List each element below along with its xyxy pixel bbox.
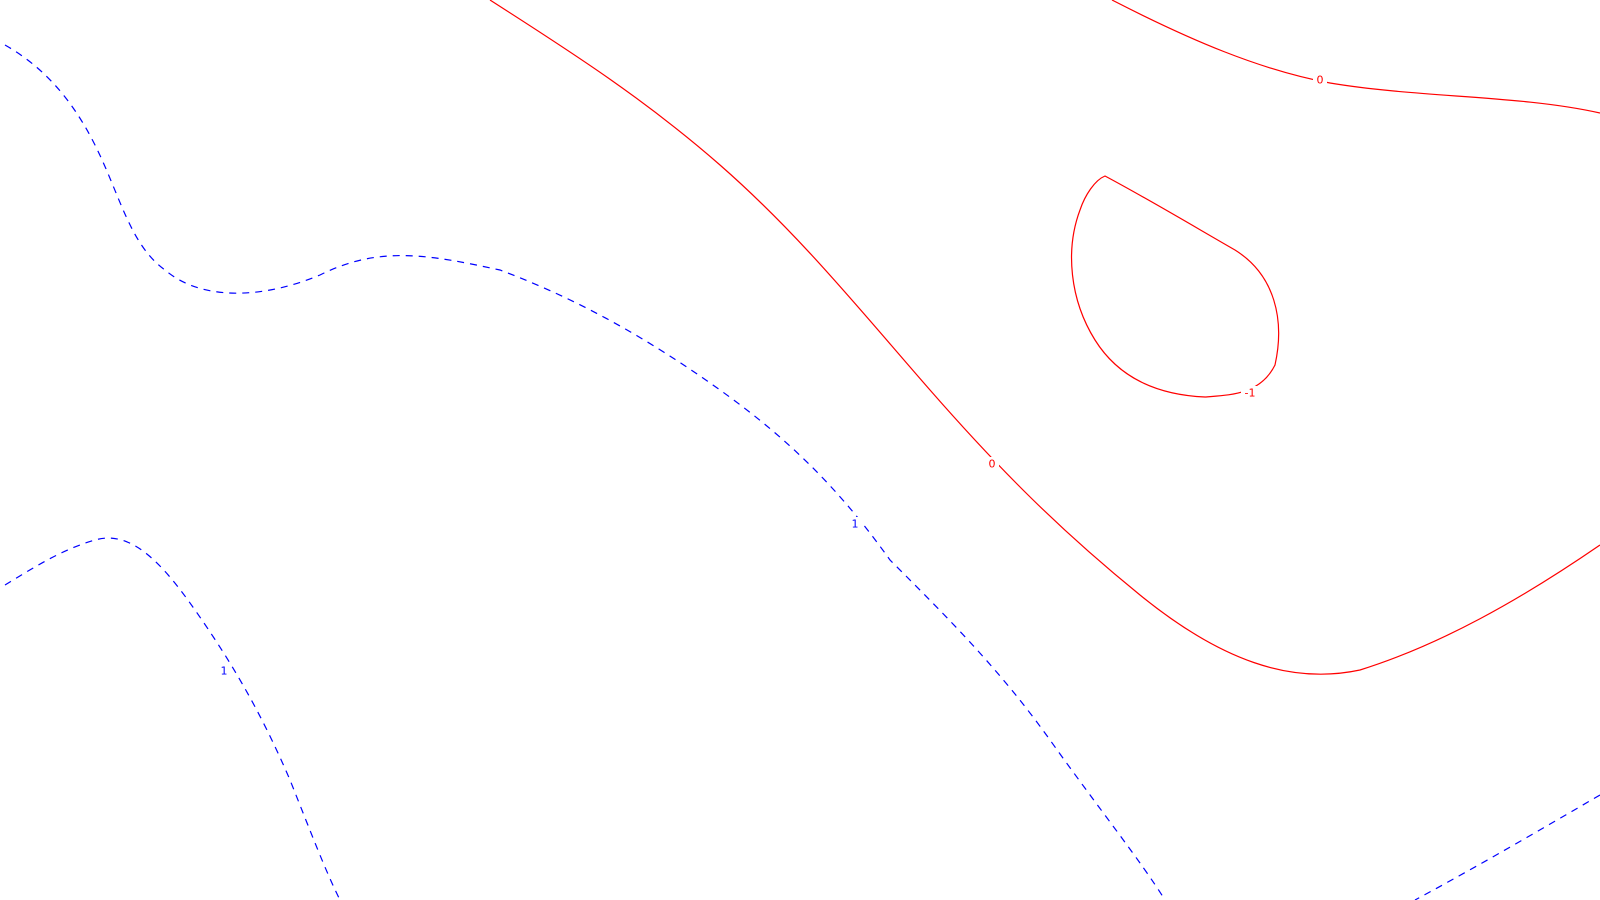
contour-label-red-loop: -1 <box>1245 387 1256 400</box>
contour-line-red-main <box>489 0 1600 675</box>
label-bg-red-main <box>985 457 999 471</box>
label-bg-blue-upper <box>848 517 862 531</box>
contour-label-blue-lower: 1 <box>221 665 228 678</box>
contour-line-red-loop <box>1071 175 1280 398</box>
contour-label-red-top: 0 <box>1317 74 1324 87</box>
contour-line-blue-corner <box>1414 794 1600 900</box>
label-bg-blue-lower <box>217 664 231 678</box>
contour-line-blue-upper <box>4 44 1166 900</box>
label-bg-red-loop <box>1241 386 1259 400</box>
contour-label-red-main: 0 <box>989 458 996 471</box>
contour-line-blue-lower <box>4 537 341 900</box>
contour-line-red-top <box>1111 0 1600 114</box>
label-bg-red-top <box>1313 73 1327 87</box>
contour-label-blue-upper: 1 <box>852 518 859 531</box>
